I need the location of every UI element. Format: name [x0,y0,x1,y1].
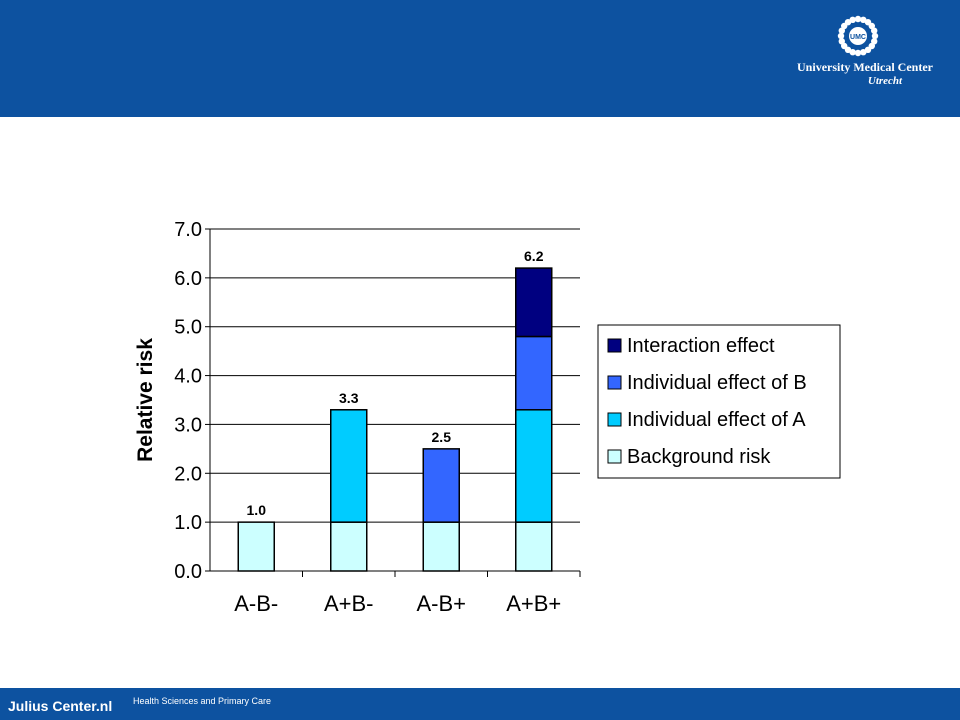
legend-swatch [607,338,622,353]
bar-total-label: 1.0 [247,502,267,518]
bar-total-label: 6.2 [524,248,544,264]
logo-petal [860,49,867,56]
logo-line1: University Medical Center [797,60,933,74]
bar-segment [515,521,553,572]
y-tick-label: 1.0 [174,512,202,534]
x-tick-label: A-B+ [416,591,466,616]
legend-label: Individual effect of A [627,409,806,431]
logo-petal [871,32,879,40]
legend-label: Background risk [627,446,771,468]
logo-petal [844,19,852,26]
axes [205,228,581,577]
umc-logo: UMC University Medical Center Utrecht [790,12,940,92]
bar-total-label: 2.5 [432,429,452,445]
legend-swatch [607,375,622,390]
bar-segment [330,521,368,572]
footer-bar: Julius Center.nl Health Sciences and Pri… [0,688,960,720]
bar-segment [422,448,460,523]
logo-petal [854,15,862,23]
logo-petal [868,22,875,30]
y-axis-label: Relative risk [134,338,157,462]
x-tick-label: A-B- [234,591,278,616]
bar-segment [422,521,460,572]
logo-petal [841,42,848,50]
legend-label: Individual effect of B [627,372,807,394]
logo-petal [854,49,862,57]
bar-segment [330,409,368,523]
legend-label: Interaction effect [627,335,775,357]
x-tick-label: A+B- [324,591,374,616]
footer-subtitle: Health Sciences and Primary Care [133,696,272,706]
legend: Interaction effect Individual effect of B… [597,324,841,479]
logo-petal [849,49,856,56]
y-tick-label: 4.0 [174,366,202,388]
bars [237,267,553,572]
bar-segment [515,267,553,338]
logo-petal [860,16,867,23]
header-bar: UMC University Medical Center Utrecht [0,0,960,117]
logo-petal [864,46,872,53]
y-tick-label: 3.0 [174,414,202,436]
labels: 0.0 1.0 2.0 3.0 4.0 5.0 6.0 7.0 Relative risk 1.0… [134,219,561,616]
legend-box [597,324,841,479]
logo-badge: UMC [850,34,866,41]
logo-petal [837,32,845,40]
logo-petal [838,38,845,45]
umc-sun-icon: UMC [837,15,879,57]
y-tick-label: 7.0 [174,219,202,241]
logo-petal [849,16,856,23]
y-tick-label: 2.0 [174,463,202,485]
y-tick-label: 6.0 [174,268,202,290]
footer-brand[interactable]: Julius Center.nl [8,698,113,714]
legend-swatch [607,449,622,464]
legend-swatch [607,412,622,427]
logo-petal [871,38,878,45]
y-tick-label: 0.0 [174,561,202,583]
bar-segment [515,409,553,523]
x-tick-label: A+B+ [506,591,561,616]
bar-total-label: 3.3 [339,390,359,406]
logo-wordmark: University Medical Center Utrecht [790,60,940,87]
bar-segment [237,521,275,572]
logo-petal [838,27,845,34]
logo-petal [871,27,878,34]
bar-segment [515,335,553,411]
y-tick-label: 5.0 [174,317,202,339]
logo-line2: Utrecht [867,75,903,87]
